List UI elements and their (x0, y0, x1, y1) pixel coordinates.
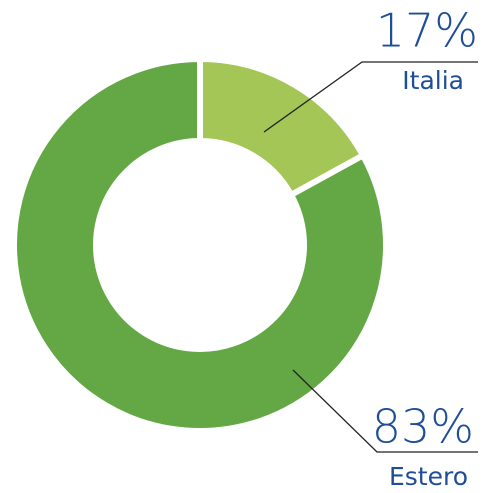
category-label: Estero (389, 462, 468, 491)
value-label: 17% (376, 4, 478, 58)
leader-line (263, 61, 478, 133)
leader-line (292, 369, 478, 453)
value-label: 83% (372, 400, 474, 454)
category-label: Italia (402, 66, 464, 95)
donut-slice (11, 55, 389, 434)
